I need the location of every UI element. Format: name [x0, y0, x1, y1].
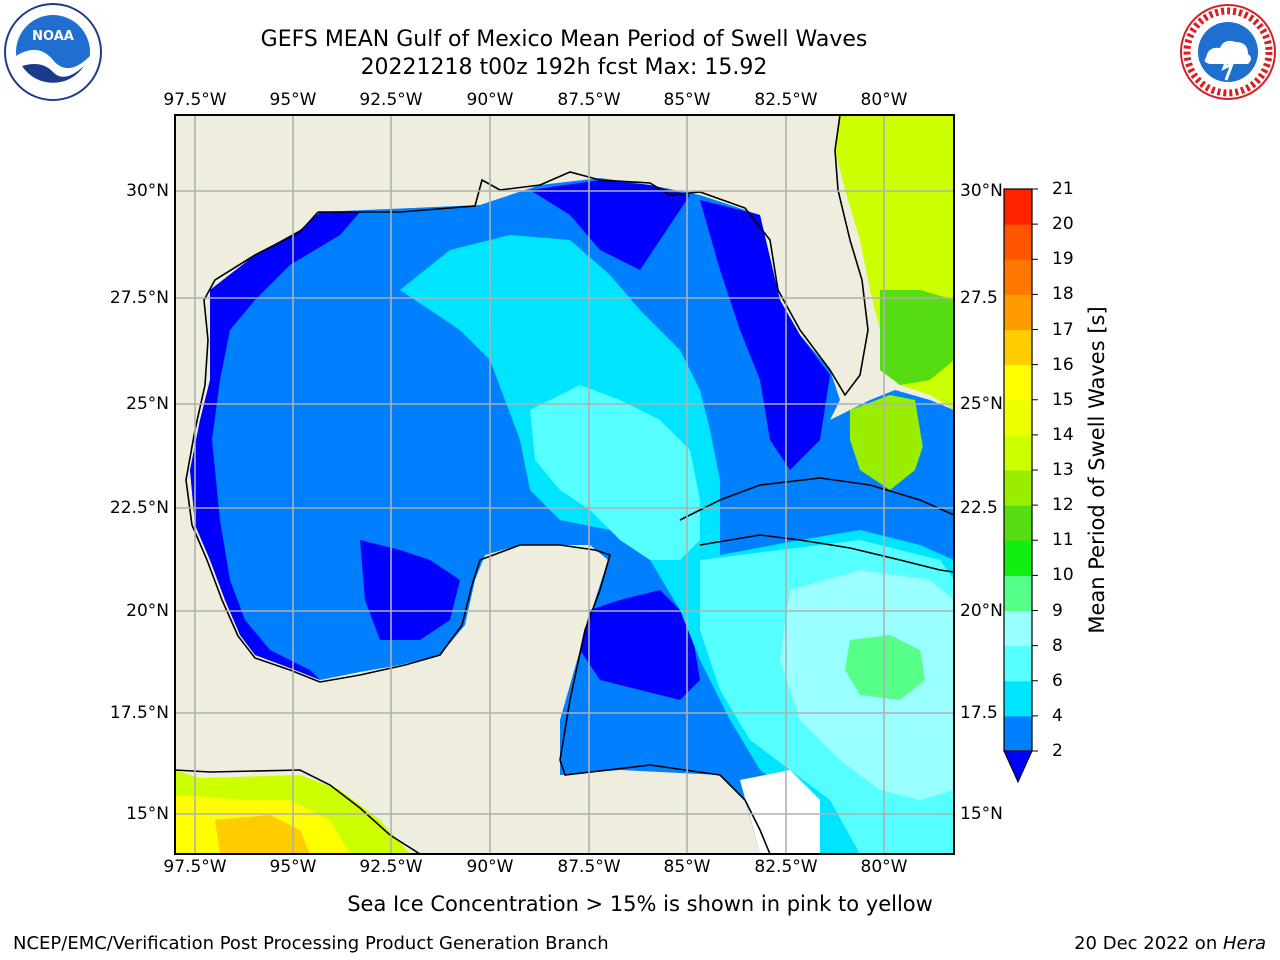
- missing-data-honduras: [740, 770, 820, 854]
- lon-label-top: 82.5°W: [754, 90, 818, 110]
- light-cyan-area: [530, 385, 700, 560]
- credit-text: NCEP/EMC/Verification Post Processing Pr…: [13, 933, 609, 954]
- lon-label-bottom: 90°W: [466, 857, 514, 877]
- lat-label-left: 25°N: [126, 394, 169, 414]
- map-frame: [174, 114, 955, 855]
- colorbar-segment: [1004, 575, 1032, 611]
- lat-label-right: 15°N: [960, 804, 1003, 824]
- colorbar-segment: [1004, 505, 1032, 541]
- low-period-rim-east: [700, 200, 830, 470]
- colorbar-segment: [1004, 540, 1032, 576]
- bahamas-swell: [850, 395, 925, 490]
- bahamas-gap-blue: [915, 400, 954, 500]
- colorbar-tick-label: 17: [1052, 319, 1074, 340]
- green-patch-caribbean: [845, 635, 925, 700]
- colorbar-under-arrow: [1003, 750, 1033, 784]
- lon-label-top: 97.5°W: [163, 90, 227, 110]
- colorbar-segment: [1004, 434, 1032, 471]
- map-subtitle: 20221218 t00z 192h fcst Max: 15.92: [360, 55, 768, 80]
- lon-label-top: 92.5°W: [359, 90, 423, 110]
- lon-label-bottom: 87.5°W: [557, 857, 621, 877]
- noaa-logo-text: NOAA: [32, 29, 74, 44]
- nws-logo: [1180, 4, 1276, 100]
- colorbar-tick-label: 6: [1052, 670, 1063, 691]
- colorbar-tick-label: 8: [1052, 635, 1063, 656]
- colorbar-tick-label: 15: [1052, 389, 1074, 410]
- lon-label-bottom: 92.5°W: [359, 857, 423, 877]
- colorbar-segment: [1004, 610, 1032, 647]
- lat-label-left: 22.5°N: [109, 498, 169, 518]
- colorbar-segment: [1004, 189, 1032, 225]
- colorbar-tick-label: 10: [1052, 565, 1074, 586]
- lat-label-left: 27.5°N: [109, 288, 169, 308]
- colorbar-segment: [1004, 715, 1032, 752]
- lat-label-left: 30°N: [126, 181, 169, 201]
- colorbar-label: Mean Period of Swell Waves [s]: [1085, 306, 1109, 634]
- lon-label-bottom: 85°W: [663, 857, 711, 877]
- low-period-rim-north: [530, 180, 690, 270]
- lat-label-right: 25°N: [960, 394, 1003, 414]
- colorbar-tick-label: 20: [1052, 214, 1074, 235]
- sea-ice-note: Sea Ice Concentration > 15% is shown in …: [347, 892, 933, 916]
- lon-label-bottom: 95°W: [269, 857, 317, 877]
- colorbar-segment: [1004, 364, 1032, 401]
- lon-label-top: 80°W: [860, 90, 908, 110]
- host-name: Hera: [1222, 933, 1266, 954]
- lat-label-right: 22.5: [960, 498, 998, 518]
- lon-label-bottom: 97.5°W: [163, 857, 227, 877]
- colorbar-tick-label: 18: [1052, 284, 1074, 305]
- lat-label-right: 17.5: [960, 703, 998, 723]
- pacific-warm-core: [215, 815, 310, 854]
- colorbar-segment: [1004, 294, 1032, 330]
- lat-label-left: 15°N: [126, 804, 169, 824]
- colorbar-tick-label: 14: [1052, 424, 1074, 445]
- colorbar-tick-label: 19: [1052, 249, 1074, 270]
- colorbar-tick-label: 11: [1052, 530, 1074, 551]
- colorbar-tick-label: 16: [1052, 354, 1074, 375]
- lon-label-bottom: 82.5°W: [754, 857, 818, 877]
- colorbar-segment: [1004, 470, 1032, 506]
- lon-label-top: 85°W: [663, 90, 711, 110]
- colorbar-tick-label: 2: [1052, 741, 1063, 761]
- colorbar-segment: [1004, 224, 1032, 260]
- colorbar-tick-label: 4: [1052, 705, 1063, 726]
- colorbar: [1003, 188, 1038, 784]
- colorbar-segment: [1004, 680, 1032, 717]
- lat-label-left: 17.5°N: [109, 703, 169, 723]
- noaa-logo: NOAA: [4, 3, 102, 101]
- colorbar-tick-label: 12: [1052, 495, 1074, 516]
- lon-label-top: 90°W: [466, 90, 514, 110]
- lat-label-right: 20°N: [960, 601, 1003, 621]
- map-title: GEFS MEAN Gulf of Mexico Mean Period of …: [260, 27, 868, 52]
- colorbar-segment: [1004, 259, 1032, 295]
- colorbar-tick-label: 13: [1052, 460, 1074, 480]
- lat-label-right: 30°N: [960, 181, 1003, 201]
- coastline: [175, 115, 954, 854]
- lat-label-right: 27.5: [960, 288, 998, 308]
- colorbar-tick-label: 9: [1052, 600, 1063, 621]
- lat-label-left: 20°N: [126, 601, 169, 621]
- atlantic-green-band: [880, 290, 954, 385]
- graticule: [175, 115, 954, 854]
- lon-label-top: 95°W: [269, 90, 317, 110]
- colorbar-segment: [1004, 645, 1032, 682]
- colorbar-segment: [1004, 329, 1032, 366]
- low-period-south-bay: [360, 540, 460, 640]
- colorbar-tick-label: 21: [1052, 179, 1074, 199]
- lon-label-bottom: 80°W: [860, 857, 908, 877]
- run-date: 20 Dec 2022 on Hera: [1074, 933, 1266, 954]
- colorbar-segment: [1004, 399, 1032, 436]
- lon-label-top: 87.5°W: [557, 90, 621, 110]
- low-period-yucatan-channel: [580, 590, 700, 700]
